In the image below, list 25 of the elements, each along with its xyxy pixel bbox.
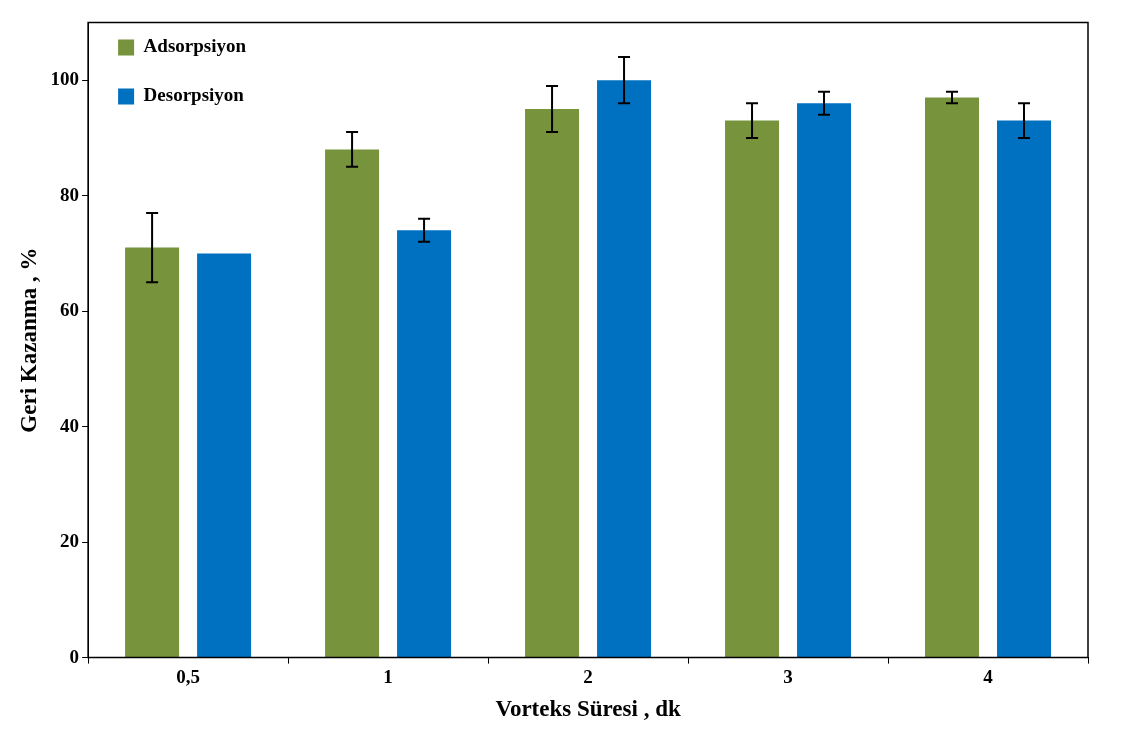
x-tick-label: 1 [383, 665, 393, 687]
y-tick-label: 0 [69, 645, 80, 667]
y-tick-label: 20 [60, 530, 80, 552]
y-tick-label: 60 [60, 299, 80, 321]
bar [325, 149, 380, 658]
bar [925, 97, 980, 658]
x-tick-label: 2 [583, 665, 593, 687]
bar [997, 120, 1051, 658]
legend-label: Adsorpsiyon [143, 35, 247, 57]
legend-label: Desorpsiyon [143, 84, 245, 106]
bar [725, 120, 780, 658]
x-tick-label: 0,5 [176, 665, 200, 687]
bar [597, 80, 652, 658]
y-tick-label: 80 [60, 183, 80, 205]
x-tick-label: 3 [783, 665, 793, 687]
bar [397, 230, 452, 658]
bar [525, 109, 580, 658]
bar [197, 253, 252, 658]
y-tick-label: 40 [60, 414, 80, 436]
y-tick-label: 100 [50, 68, 80, 90]
x-tick-label: 4 [983, 665, 994, 687]
bar [797, 103, 852, 658]
bar [125, 247, 180, 658]
y-axis-title: Geri Kazanma , % [15, 247, 41, 433]
x-axis-title: Vorteks Süresi , dk [495, 696, 681, 722]
